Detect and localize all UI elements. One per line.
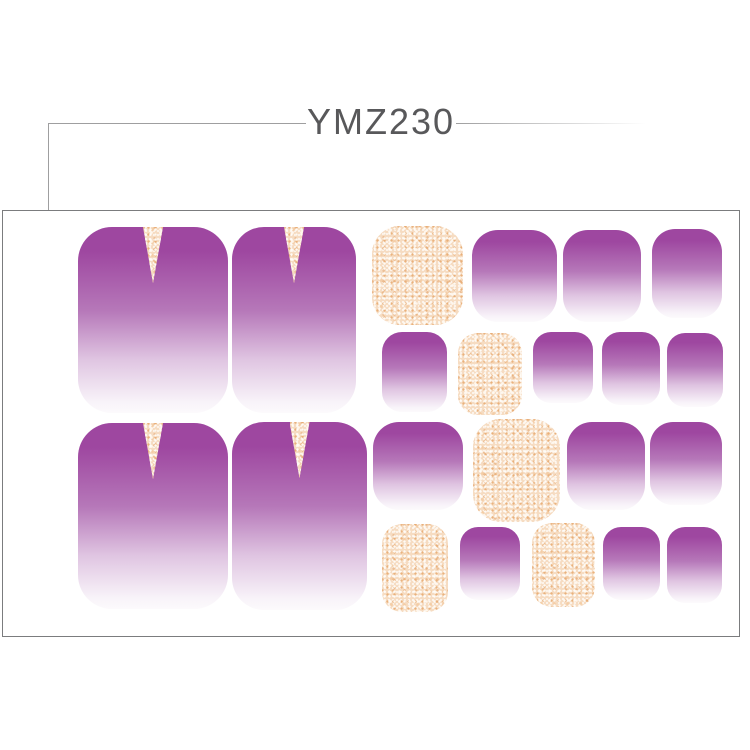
glitter-notch — [284, 227, 304, 283]
product-code-title: YMZ230 — [306, 101, 456, 142]
purple-nail-sticker — [667, 333, 723, 407]
glitter-notch — [289, 422, 310, 478]
glitter-nail-sticker — [458, 333, 522, 415]
purple-nail-sticker — [563, 230, 641, 322]
glitter-notch — [143, 423, 163, 479]
purple-nail-sticker — [667, 527, 722, 603]
glitter-nail-sticker — [473, 419, 560, 522]
glitter-nail-sticker — [532, 523, 595, 607]
purple-nail-sticker — [602, 332, 660, 405]
purple-nail-sticker — [567, 422, 645, 510]
glitter-nail-sticker — [372, 226, 463, 325]
purple-nail-sticker — [460, 527, 520, 600]
purple-nail-sticker — [78, 227, 228, 413]
purple-nail-sticker — [78, 423, 228, 609]
purple-nail-sticker — [232, 422, 367, 610]
title-line-right — [456, 123, 646, 124]
purple-nail-sticker — [603, 527, 660, 600]
glitter-notch — [143, 227, 163, 283]
purple-nail-sticker — [382, 332, 447, 412]
purple-nail-sticker — [650, 422, 722, 505]
purple-nail-sticker — [533, 332, 593, 403]
purple-nail-sticker — [652, 229, 722, 318]
purple-nail-sticker — [373, 422, 463, 510]
glitter-nail-sticker — [382, 524, 448, 612]
purple-nail-sticker — [472, 230, 557, 322]
purple-nail-sticker — [232, 227, 356, 413]
title-line-left — [48, 123, 306, 124]
